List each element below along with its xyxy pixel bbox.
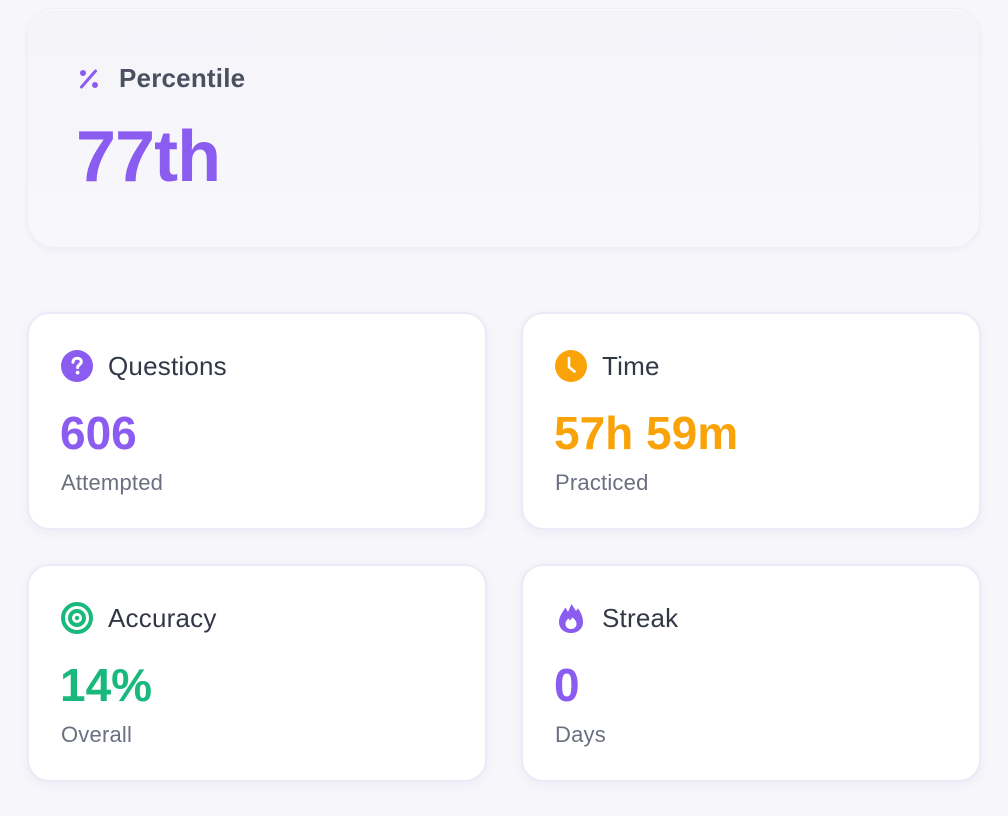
streak-card: Streak 0 Days (521, 564, 981, 782)
streak-value: 0 (554, 659, 580, 711)
flame-icon (554, 601, 588, 635)
percentile-label: Percentile (119, 63, 246, 93)
streak-label: Streak (602, 602, 679, 633)
time-value: 57h 59m (554, 407, 739, 459)
time-label: Time (602, 350, 660, 381)
streak-sublabel: Days (555, 722, 606, 747)
clock-icon (554, 349, 588, 383)
accuracy-label: Accuracy (108, 602, 217, 633)
questions-header: Questions (60, 349, 227, 383)
questions-sublabel: Attempted (61, 470, 164, 495)
accuracy-card: Accuracy 14% Overall (27, 564, 487, 782)
percentile-value: 77th (76, 117, 221, 197)
questions-card: Questions 606 Attempted (27, 312, 487, 530)
percentile-header: Percentile (78, 63, 245, 94)
accuracy-sublabel: Overall (61, 722, 133, 747)
percentile-card: Percentile 77th (27, 8, 980, 248)
streak-header: Streak (554, 601, 678, 635)
accuracy-value: 14% (60, 659, 153, 711)
accuracy-header: Accuracy (60, 601, 217, 635)
percent-icon (78, 68, 100, 90)
time-sublabel: Practiced (555, 470, 649, 495)
questions-label: Questions (108, 350, 227, 381)
question-circle-icon (60, 349, 94, 383)
target-icon (60, 601, 94, 635)
questions-value: 606 (60, 407, 137, 459)
time-card: Time 57h 59m Practiced (521, 312, 981, 530)
time-header: Time (554, 349, 660, 383)
